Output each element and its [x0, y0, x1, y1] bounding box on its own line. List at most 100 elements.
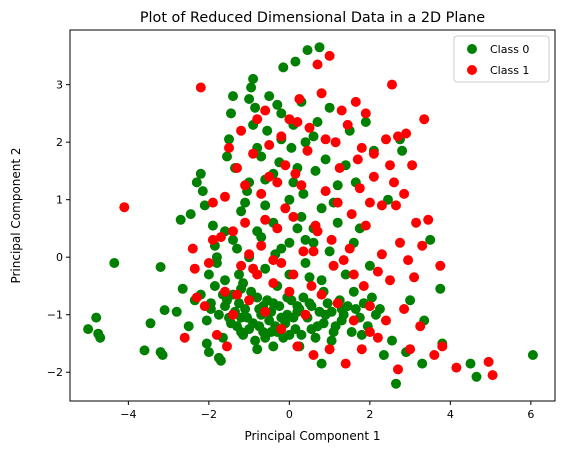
data-point [372, 332, 383, 343]
data-point [232, 163, 242, 173]
data-point [381, 134, 391, 145]
data-point [256, 188, 267, 199]
data-point [203, 269, 214, 280]
data-point [278, 62, 289, 73]
data-point [360, 108, 371, 119]
data-point [308, 237, 319, 248]
data-point [183, 321, 194, 332]
data-point [316, 203, 327, 214]
data-point [395, 237, 405, 248]
data-point [228, 226, 238, 237]
data-point [387, 335, 397, 346]
y-tick-label: 1 [56, 194, 63, 207]
data-point [292, 223, 303, 234]
data-point [527, 350, 538, 360]
data-point [300, 258, 311, 268]
data-point [199, 200, 210, 211]
data-point [83, 324, 94, 335]
x-tick-label: 4 [447, 408, 454, 421]
data-point [262, 125, 273, 136]
data-point [236, 312, 247, 323]
data-point [364, 260, 375, 271]
data-point [276, 258, 287, 268]
data-point [350, 304, 361, 314]
data-point [300, 234, 311, 245]
data-point [177, 283, 188, 294]
data-point [393, 364, 403, 375]
data-point [411, 217, 422, 228]
data-point [244, 249, 255, 260]
data-point [435, 283, 446, 294]
data-point [250, 335, 261, 346]
data-point [391, 200, 401, 211]
data-point [240, 217, 251, 228]
x-tick-label: −4 [120, 408, 136, 421]
data-point [320, 134, 331, 145]
data-point [187, 243, 198, 254]
data-point [304, 122, 315, 133]
data-point [215, 232, 226, 243]
data-point [191, 292, 202, 303]
data-point [451, 362, 462, 373]
data-point [300, 137, 311, 148]
data-point [207, 234, 218, 245]
data-point [203, 347, 214, 358]
y-tick-label: −1 [47, 309, 63, 322]
data-point [316, 289, 327, 300]
data-point [179, 332, 190, 343]
data-point [401, 128, 412, 139]
data-point [209, 281, 220, 291]
data-point [320, 154, 331, 165]
axes-layer: −4 −2 0 2 4 6 −2 −1 0 1 2 3 [47, 79, 535, 421]
data-point [252, 292, 263, 303]
data-point [292, 341, 303, 352]
data-point [370, 309, 381, 320]
data-point [425, 234, 436, 245]
data-point [364, 301, 375, 312]
data-point [276, 324, 287, 335]
data-point [290, 168, 301, 179]
data-point [348, 286, 359, 297]
data-point [119, 202, 130, 213]
data-point [360, 117, 371, 127]
data-point [403, 255, 414, 266]
data-point [232, 321, 242, 332]
data-point [91, 312, 102, 323]
data-point [376, 200, 387, 211]
data-point [298, 246, 309, 257]
data-point [240, 197, 251, 208]
data-point [264, 91, 275, 102]
data-point [320, 186, 331, 197]
data-point [340, 358, 351, 369]
data-point [324, 344, 335, 355]
data-point [199, 301, 210, 312]
data-point [346, 327, 357, 337]
data-point [256, 151, 267, 162]
data-point [288, 211, 299, 222]
data-point [296, 180, 307, 191]
data-point [276, 243, 287, 254]
data-point [195, 168, 206, 179]
legend-label: Class 1 [490, 64, 529, 77]
data-point [272, 99, 283, 110]
data-point [260, 200, 271, 211]
data-point [155, 262, 166, 272]
data-point [417, 240, 428, 251]
data-point [336, 105, 347, 116]
data-point [314, 42, 325, 53]
data-point [268, 255, 279, 266]
data-point [252, 344, 263, 355]
data-point [220, 275, 230, 286]
data-point [276, 131, 287, 142]
data-point [280, 160, 291, 171]
data-point [332, 180, 343, 191]
data-point [197, 186, 208, 197]
data-point [264, 140, 275, 150]
data-point [358, 281, 369, 291]
data-point [387, 79, 397, 90]
x-tick-label: 2 [366, 408, 373, 421]
data-point [260, 214, 271, 225]
data-point [220, 301, 230, 312]
data-point [304, 298, 315, 309]
data-point [391, 378, 401, 389]
